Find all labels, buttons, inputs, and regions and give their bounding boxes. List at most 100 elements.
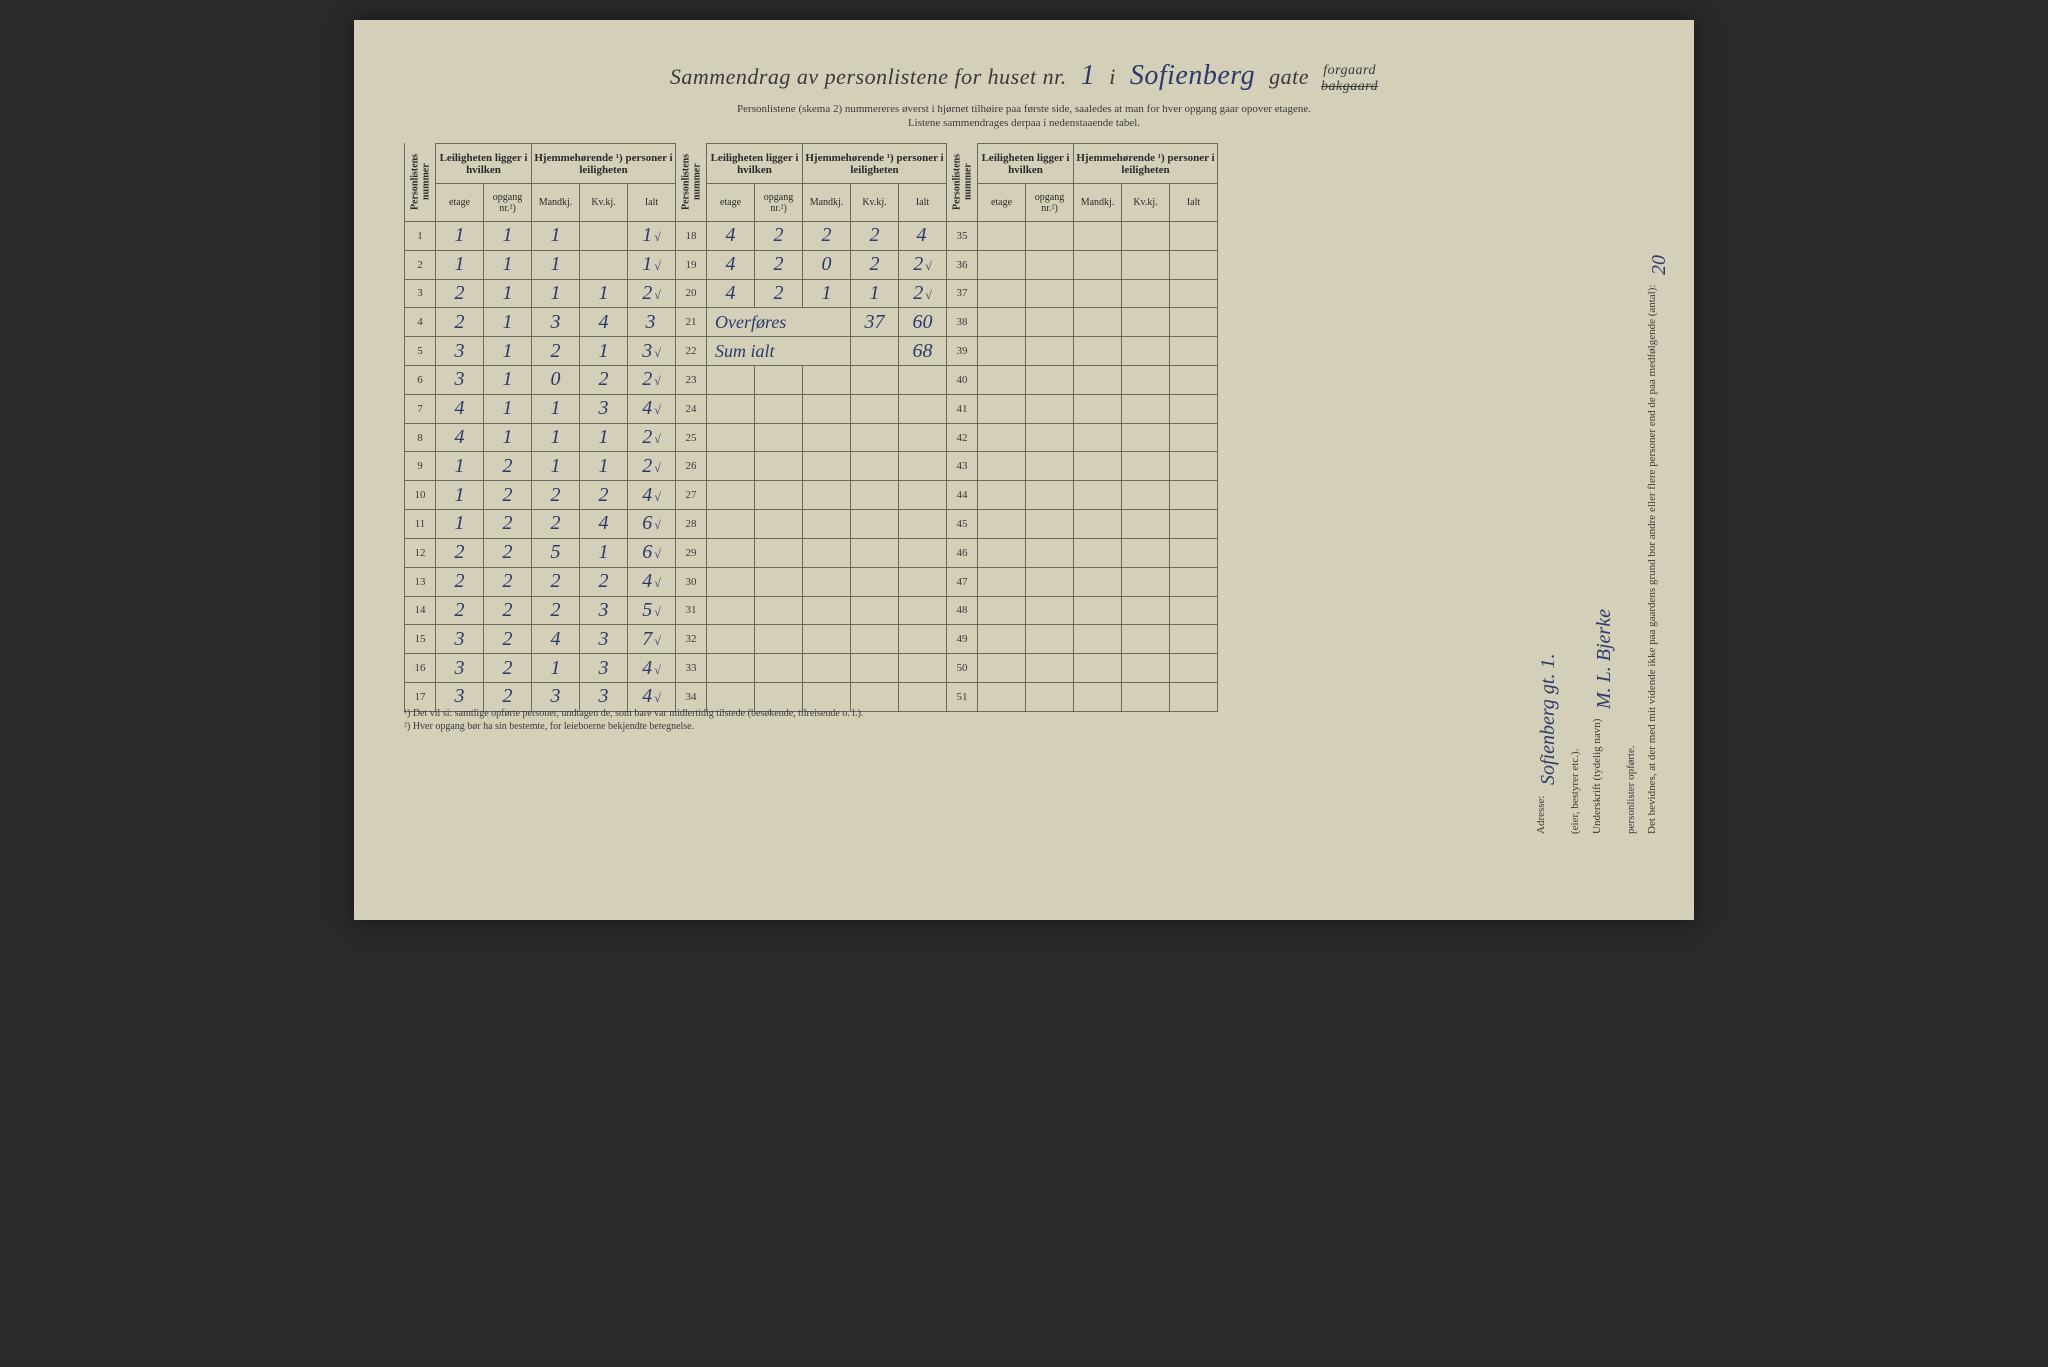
cell-ialt: 7√ bbox=[628, 625, 676, 654]
cell-kvkj bbox=[1122, 337, 1170, 366]
cell-opgang: 1 bbox=[484, 221, 532, 250]
cell-kvkj bbox=[851, 423, 899, 452]
cell-etage: 4 bbox=[707, 279, 755, 308]
row-number: 1 bbox=[405, 221, 436, 250]
cell-etage bbox=[978, 538, 1026, 567]
cell-mandkj bbox=[1074, 279, 1122, 308]
col-opgang-2: opgang nr.²) bbox=[755, 184, 803, 222]
table-row: 1012224√2744 bbox=[405, 481, 1218, 510]
col-kvkj-3: Kv.kj. bbox=[1122, 184, 1170, 222]
col-leiligheten-3: Leiligheten ligger i hvilken bbox=[978, 143, 1074, 183]
cell-opgang bbox=[1026, 654, 1074, 683]
cell-ialt: 6√ bbox=[628, 538, 676, 567]
table-row: 841112√2542 bbox=[405, 423, 1218, 452]
cell-kvkj bbox=[1122, 538, 1170, 567]
cell-mandkj bbox=[803, 366, 851, 395]
cell-opgang bbox=[1026, 481, 1074, 510]
cell-etage bbox=[707, 596, 755, 625]
row-number: 20 bbox=[676, 279, 707, 308]
cell-mandkj bbox=[1074, 366, 1122, 395]
cell-ialt: 3 bbox=[628, 308, 676, 337]
cell-kvkj: 2 bbox=[580, 567, 628, 596]
cell-etage bbox=[978, 221, 1026, 250]
row-number: 21 bbox=[676, 308, 707, 337]
cell-mandkj: 1 bbox=[532, 654, 580, 683]
cell-opgang bbox=[755, 538, 803, 567]
cell-etage: 4 bbox=[707, 221, 755, 250]
cell-etage bbox=[978, 394, 1026, 423]
cell-etage: 1 bbox=[436, 510, 484, 539]
table-row: 11111√184222435 bbox=[405, 221, 1218, 250]
cell-ialt: 2√ bbox=[899, 250, 947, 279]
cell-ialt bbox=[899, 452, 947, 481]
row-number: 41 bbox=[947, 394, 978, 423]
cell-opgang: 2 bbox=[755, 279, 803, 308]
cell-opgang: 2 bbox=[484, 452, 532, 481]
cell-mandkj bbox=[1074, 596, 1122, 625]
cell-ialt bbox=[899, 423, 947, 452]
cell-mandkj bbox=[1074, 510, 1122, 539]
col-personlistens-nummer-2: Personlistens nummer bbox=[676, 143, 707, 221]
cell-ialt: 1√ bbox=[628, 250, 676, 279]
cell-etage: 4 bbox=[707, 250, 755, 279]
cell-mandkj bbox=[1074, 654, 1122, 683]
cell-kvkj: 1 bbox=[851, 279, 899, 308]
cell-ialt: 4√ bbox=[628, 481, 676, 510]
cell-mandkj: 0 bbox=[803, 250, 851, 279]
cell-kvkj bbox=[851, 481, 899, 510]
subtitle-1: Personlistene (skema 2) nummereres øvers… bbox=[404, 103, 1644, 115]
row-number: 45 bbox=[947, 510, 978, 539]
cell-mandkj: 1 bbox=[532, 394, 580, 423]
cell-ialt bbox=[1170, 654, 1218, 683]
table-row: 21111√1942022√36 bbox=[405, 250, 1218, 279]
cell-mandkj bbox=[1074, 423, 1122, 452]
cell-mandkj: 1 bbox=[803, 279, 851, 308]
col-etage: etage bbox=[436, 184, 484, 222]
row-number: 35 bbox=[947, 221, 978, 250]
cell-etage: 2 bbox=[436, 308, 484, 337]
cell-kvkj bbox=[851, 452, 899, 481]
cell-kvkj: 3 bbox=[580, 596, 628, 625]
underskrift-label: Underskrift (tydelig navn) bbox=[1590, 719, 1605, 834]
cell-etage: 4 bbox=[436, 394, 484, 423]
cell-opgang: 2 bbox=[484, 481, 532, 510]
personlister-text: personlister opførte. bbox=[1624, 745, 1639, 834]
row-number: 9 bbox=[405, 452, 436, 481]
cell-kvkj: 1 bbox=[580, 337, 628, 366]
cell-kvkj bbox=[1122, 279, 1170, 308]
cell-ialt bbox=[899, 510, 947, 539]
cell-ialt bbox=[1170, 625, 1218, 654]
cell-etage bbox=[707, 366, 755, 395]
col-leiligheten: Leiligheten ligger i hvilken bbox=[436, 143, 532, 183]
subtitle-2: Listene sammendrages derpaa i nedenstaae… bbox=[404, 117, 1644, 129]
table-row: 631022√2340 bbox=[405, 366, 1218, 395]
row-number: 48 bbox=[947, 596, 978, 625]
cell-opgang bbox=[1026, 423, 1074, 452]
cell-mandkj: 2 bbox=[532, 481, 580, 510]
cell-mandkj: 1 bbox=[532, 279, 580, 308]
cell-opgang bbox=[755, 510, 803, 539]
table-row: 1532437√3249 bbox=[405, 625, 1218, 654]
cell-etage bbox=[978, 452, 1026, 481]
bakgaard-option: bakgaard bbox=[1321, 79, 1378, 94]
cell-kvkj bbox=[1122, 250, 1170, 279]
cell-opgang bbox=[1026, 682, 1074, 711]
cell-etage bbox=[978, 366, 1026, 395]
cell-ialt: 2√ bbox=[628, 423, 676, 452]
cell-kvkj bbox=[1122, 366, 1170, 395]
row-number: 33 bbox=[676, 654, 707, 683]
cell-ialt bbox=[1170, 308, 1218, 337]
cell-etage: 1 bbox=[436, 452, 484, 481]
cell-ialt: 4√ bbox=[628, 394, 676, 423]
col-ialt-3: Ialt bbox=[1170, 184, 1218, 222]
row-number: 38 bbox=[947, 308, 978, 337]
cell-kvkj: 1 bbox=[580, 452, 628, 481]
cell-mandkj bbox=[1074, 625, 1122, 654]
cell-ialt: 2√ bbox=[628, 452, 676, 481]
title-prefix: Sammendrag av personlistene for huset nr… bbox=[670, 64, 1067, 89]
table-row: 912112√2643 bbox=[405, 452, 1218, 481]
row-number: 27 bbox=[676, 481, 707, 510]
cell-kvkj bbox=[1122, 625, 1170, 654]
cell-etage: 2 bbox=[436, 596, 484, 625]
cell-opgang bbox=[1026, 567, 1074, 596]
